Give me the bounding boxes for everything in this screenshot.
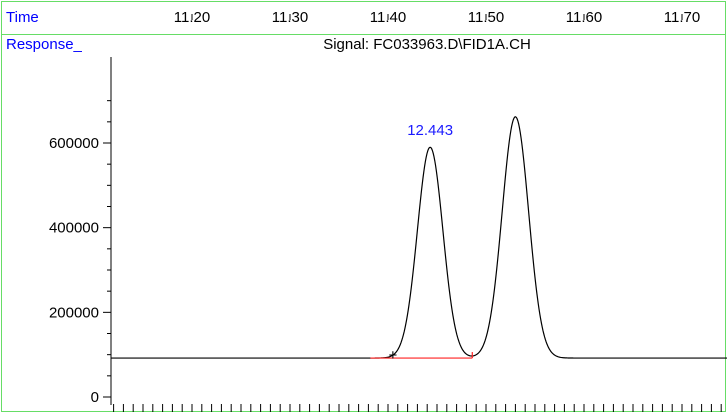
response-axis-label: Response_ [6,36,83,53]
peak-retention-label: 12.443 [407,122,453,139]
time-tick-label: 11.20 [174,9,210,26]
integration-start-marker: + [389,347,398,364]
bottom-minor-axis [113,404,722,412]
signal-trace [111,116,727,359]
y-tick-label: 200000 [49,304,99,321]
time-tick-label: 11.50 [468,9,504,26]
y-tick-label: 600000 [49,135,99,152]
y-tick-label: 400000 [49,220,99,237]
time-tick-label: 11.40 [370,9,406,26]
time-tick-label: 11.60 [566,9,602,26]
response-axis: 0 200000 400000 600000 [49,57,112,406]
y-tick-label: 0 [91,389,99,406]
time-axis-label: Time [6,9,39,26]
time-axis: 11.20 11.30 11.40 11.50 11.60 11.70 [174,9,700,26]
signal-title: Signal: FC033963.D\FID1A.CH [323,36,531,53]
time-tick-label: 11.30 [272,9,308,26]
plot-area: +12.443 [111,116,727,364]
time-tick-label: 11.70 [664,9,700,26]
